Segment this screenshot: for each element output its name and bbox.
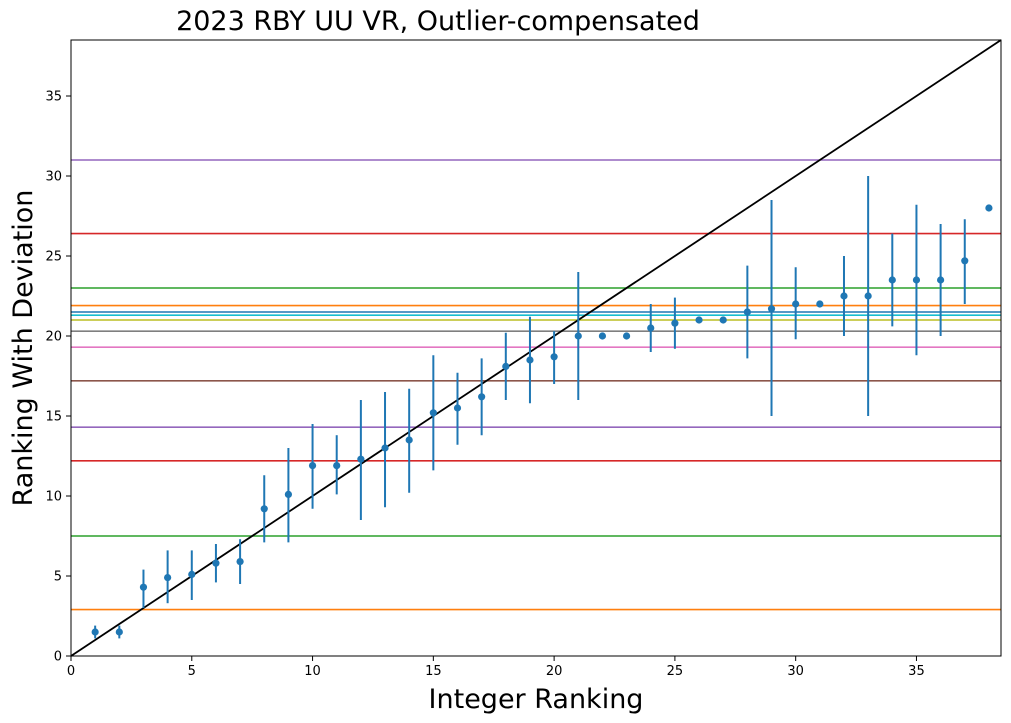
data-point-7 [236,558,244,566]
data-point-24 [647,324,655,332]
x-axis-label: Integer Ranking [429,684,644,715]
data-point-29 [767,305,776,313]
data-point-5 [188,570,196,579]
data-point-34 [888,276,896,284]
data-point-37 [961,257,969,265]
data-point-19 [526,356,534,364]
x-tick-label-15: 15 [425,664,442,679]
data-point-22 [598,332,607,340]
chart-title: 2023 RBY UU VR, Outlier-compensated [176,6,700,37]
data-point-12 [357,455,365,463]
data-point-25 [671,319,679,327]
x-tick-label-30: 30 [787,664,804,679]
data-points [91,204,993,636]
data-point-2 [115,628,123,636]
plot-area [70,39,1002,657]
y-tick-label-30: 30 [45,170,62,185]
error-bars [94,176,966,639]
x-tick-label-0: 0 [67,664,75,679]
data-point-11 [333,462,341,470]
data-point-1 [91,628,99,636]
y-tick-label-10: 10 [45,490,62,505]
data-point-10 [308,462,317,470]
y-tick-label-25: 25 [45,250,62,265]
data-point-30 [792,300,800,308]
data-point-26 [695,316,703,324]
data-point-38 [985,204,993,212]
identity-line [70,39,1002,657]
data-point-35 [912,276,921,284]
data-point-17 [478,393,486,401]
x-tick-label-20: 20 [546,664,563,679]
y-tick-label-15: 15 [45,410,62,425]
data-point-20 [550,353,558,361]
data-point-32 [840,292,848,300]
data-point-23 [622,332,631,340]
data-point-28 [743,308,751,316]
x-axis-ticks: 0 5 10 15 20 25 30 35 [67,656,925,679]
x-tick-label-5: 5 [188,664,196,679]
data-point-8 [260,505,268,513]
x-tick-label-25: 25 [667,664,684,679]
data-point-15 [429,409,437,417]
plot-frame [70,39,1002,657]
y-axis-label: Ranking With Deviation [8,190,39,507]
data-point-31 [816,300,824,308]
horizontal-lines [71,159,1001,611]
data-point-18 [502,362,510,370]
data-point-27 [719,316,727,324]
data-point-3 [139,583,148,591]
y-tick-label-35: 35 [45,90,62,105]
y-axis-ticks: 0 5 10 15 20 25 30 35 [45,90,71,665]
data-point-9 [284,490,293,498]
data-point-6 [212,559,220,567]
data-point-14 [405,436,413,444]
y-tick-label-5: 5 [54,570,62,585]
data-point-16 [453,404,462,412]
y-tick-label-20: 20 [45,330,62,345]
data-point-13 [381,444,389,452]
x-tick-label-10: 10 [304,664,321,679]
data-point-36 [937,276,945,284]
x-tick-label-35: 35 [908,664,925,679]
y-tick-label-0: 0 [54,650,62,665]
data-point-33 [864,292,872,300]
data-point-21 [574,332,582,340]
data-point-4 [164,574,172,582]
